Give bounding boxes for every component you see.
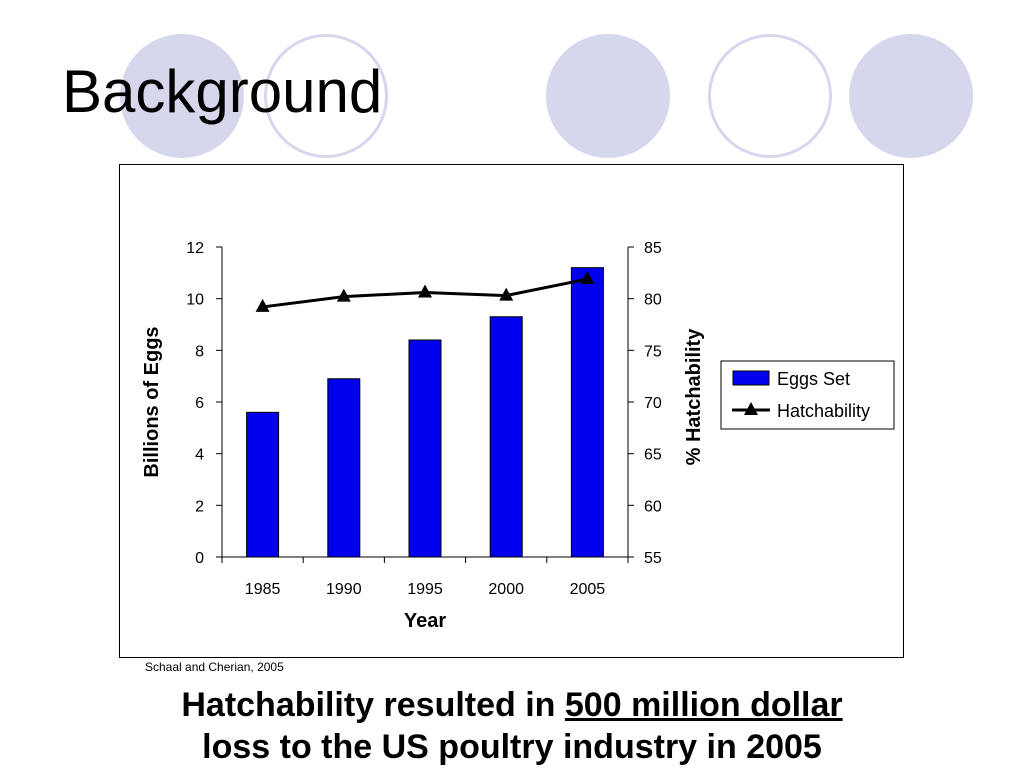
x-tick-label: 2000 — [488, 581, 524, 598]
x-tick-label: 2005 — [570, 581, 606, 598]
legend-swatch-eggs-set — [732, 370, 770, 386]
hatchability-point-2005 — [580, 271, 595, 285]
decorative-circle-5 — [849, 34, 973, 158]
headline-text-end: loss to the US poultry industry in 2005 — [202, 728, 822, 766]
y-tick-label-left: 4 — [195, 447, 204, 464]
y-tick-label-left: 10 — [186, 292, 204, 309]
hatchability-point-1995 — [418, 284, 432, 298]
legend-label-hatchability: Hatchability — [777, 401, 870, 421]
decorative-circle-1 — [120, 34, 244, 158]
hatchability-point-1990 — [336, 288, 351, 302]
decorative-circle-3 — [546, 34, 670, 158]
headline: Hatchability resulted in 500 million dol… — [0, 684, 1024, 768]
decorative-circle-4 — [708, 34, 832, 158]
bar-1990 — [327, 378, 361, 558]
bar-2005 — [570, 267, 604, 558]
x-tick-label: 1995 — [407, 581, 443, 598]
source-citation: Schaal and Cherian, 2005 — [145, 660, 284, 674]
legend-swatch-triangle — [744, 402, 758, 415]
y-tick-label-right: 55 — [644, 550, 662, 567]
y-tick-label-left: 12 — [186, 240, 204, 257]
bar-1995 — [408, 339, 442, 558]
slide-title: Background — [62, 58, 383, 125]
headline-text-start: Hatchability resulted in — [181, 686, 565, 724]
x-axis-title: Year — [404, 610, 446, 632]
chart: 0 2 4 6 8 10 12 55 60 65 70 75 80 85 1985 1990 1995 2000 2… — [141, 240, 895, 632]
legend-label-eggs-set: Eggs Set — [777, 369, 850, 389]
y-tick-label-right: 85 — [644, 240, 662, 257]
x-tick-label: 1985 — [245, 581, 281, 598]
headline-emphasis: 500 million dollar — [564, 686, 843, 724]
y-tick-label-left: 8 — [195, 343, 204, 360]
y-tick-label-left: 6 — [195, 395, 204, 412]
y-tick-label-right: 75 — [644, 343, 662, 360]
y-tick-label-right: 65 — [644, 447, 662, 464]
chart-frame: 0 2 4 6 8 10 12 55 60 65 70 75 80 85 1985 1990 1995 2000 2… — [119, 164, 904, 658]
y-tick-label-right: 80 — [644, 292, 662, 309]
y-tick-label-right: 60 — [644, 498, 662, 515]
bar-1985 — [246, 411, 280, 558]
bar-2000 — [489, 316, 523, 558]
x-tick-label: 1990 — [326, 581, 362, 598]
y-axis-title-left: Billions of Eggs — [141, 326, 163, 477]
y-tick-label-right: 70 — [644, 395, 662, 412]
y-tick-label-left: 2 — [195, 498, 204, 515]
y-axis-title-right: % Hatchability — [683, 328, 705, 466]
decorative-circle-2 — [264, 34, 388, 158]
y-tick-label-left: 0 — [195, 550, 204, 567]
hatchability-point-2000 — [499, 287, 514, 301]
hatchability-point-1985 — [255, 298, 270, 312]
